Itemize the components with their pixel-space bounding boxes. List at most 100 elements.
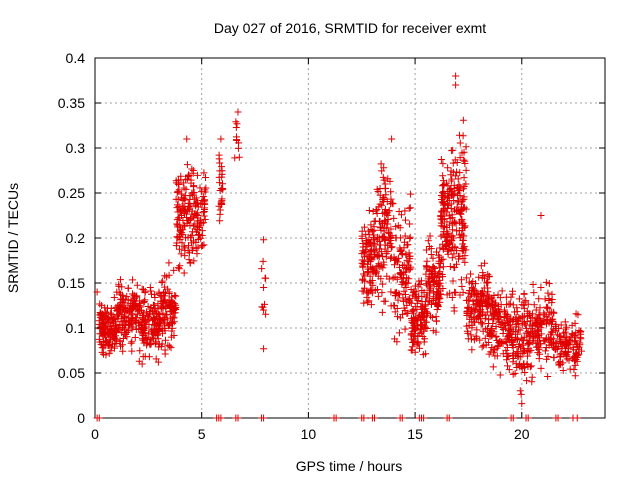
data-point xyxy=(439,284,447,292)
data-point xyxy=(483,299,491,307)
data-point xyxy=(387,225,395,233)
data-points xyxy=(93,72,585,422)
data-point xyxy=(363,236,371,244)
data-point xyxy=(102,338,110,346)
data-point xyxy=(506,300,514,308)
data-point xyxy=(162,336,170,344)
data-point xyxy=(544,372,552,380)
data-point xyxy=(479,327,487,335)
data-point xyxy=(119,347,127,355)
data-point xyxy=(425,267,433,275)
data-point xyxy=(484,284,492,292)
data-point xyxy=(379,196,387,204)
data-point xyxy=(400,287,408,295)
data-point xyxy=(183,161,191,169)
data-point xyxy=(461,258,469,266)
data-point xyxy=(440,210,448,218)
data-point xyxy=(95,335,103,343)
data-point xyxy=(158,293,166,301)
data-point xyxy=(567,334,575,342)
data-point xyxy=(525,340,533,348)
data-point xyxy=(393,338,401,346)
data-point xyxy=(390,302,398,310)
data-point xyxy=(201,215,209,223)
data-point xyxy=(384,229,392,237)
data-point xyxy=(217,414,225,422)
data-point xyxy=(537,284,545,292)
data-point xyxy=(158,277,166,285)
data-point xyxy=(527,362,535,370)
data-point xyxy=(544,289,552,297)
y-tick-label: 0.3 xyxy=(66,140,86,156)
data-point xyxy=(528,373,536,381)
data-point xyxy=(151,329,159,337)
data-point xyxy=(366,278,374,286)
data-point xyxy=(422,280,430,288)
data-point xyxy=(460,193,468,201)
data-point xyxy=(448,175,456,183)
data-point xyxy=(158,317,166,325)
data-point xyxy=(505,352,513,360)
data-point xyxy=(150,301,158,309)
data-point xyxy=(576,339,584,347)
data-point xyxy=(360,414,368,422)
data-point xyxy=(174,180,182,188)
data-point xyxy=(475,273,483,281)
data-point xyxy=(517,390,525,398)
data-point xyxy=(171,305,179,313)
data-point xyxy=(471,318,479,326)
data-point xyxy=(494,343,502,351)
data-point xyxy=(375,260,383,268)
data-point xyxy=(437,232,445,240)
data-point xyxy=(513,350,521,358)
data-point xyxy=(176,224,184,232)
data-point xyxy=(98,302,106,310)
data-point xyxy=(216,210,224,218)
data-point xyxy=(520,298,528,306)
data-point xyxy=(404,279,412,287)
data-point xyxy=(483,279,491,287)
data-point xyxy=(218,163,226,171)
data-point xyxy=(469,297,477,305)
data-point xyxy=(129,276,137,284)
data-point xyxy=(419,333,427,341)
data-point xyxy=(374,292,382,300)
data-point xyxy=(370,267,378,275)
data-point xyxy=(198,219,206,227)
data-point xyxy=(394,222,402,230)
data-point xyxy=(375,203,383,211)
data-point xyxy=(530,289,538,297)
data-point xyxy=(189,191,197,199)
data-point xyxy=(379,173,387,181)
data-point xyxy=(124,301,132,309)
data-point xyxy=(418,322,426,330)
data-point xyxy=(139,312,147,320)
data-point xyxy=(369,281,377,289)
data-point xyxy=(529,328,537,336)
data-point xyxy=(465,278,473,286)
data-point xyxy=(560,329,568,337)
data-point xyxy=(555,332,563,340)
data-point xyxy=(379,232,387,240)
data-point xyxy=(492,323,500,331)
data-point xyxy=(387,288,395,296)
data-point xyxy=(458,149,466,157)
y-tick-label: 0.05 xyxy=(58,365,85,381)
data-point xyxy=(115,311,123,319)
data-point xyxy=(491,352,499,360)
data-point xyxy=(561,328,569,336)
data-point xyxy=(454,187,462,195)
data-point xyxy=(485,316,493,324)
data-point xyxy=(397,269,405,277)
data-point xyxy=(535,341,543,349)
data-point xyxy=(513,304,521,312)
data-point xyxy=(409,289,417,297)
data-point xyxy=(387,188,395,196)
data-point xyxy=(557,321,565,329)
data-point xyxy=(540,309,548,317)
data-point xyxy=(332,414,340,422)
data-point xyxy=(216,167,224,175)
data-point xyxy=(410,332,418,340)
data-point xyxy=(133,281,141,289)
data-point xyxy=(544,352,552,360)
